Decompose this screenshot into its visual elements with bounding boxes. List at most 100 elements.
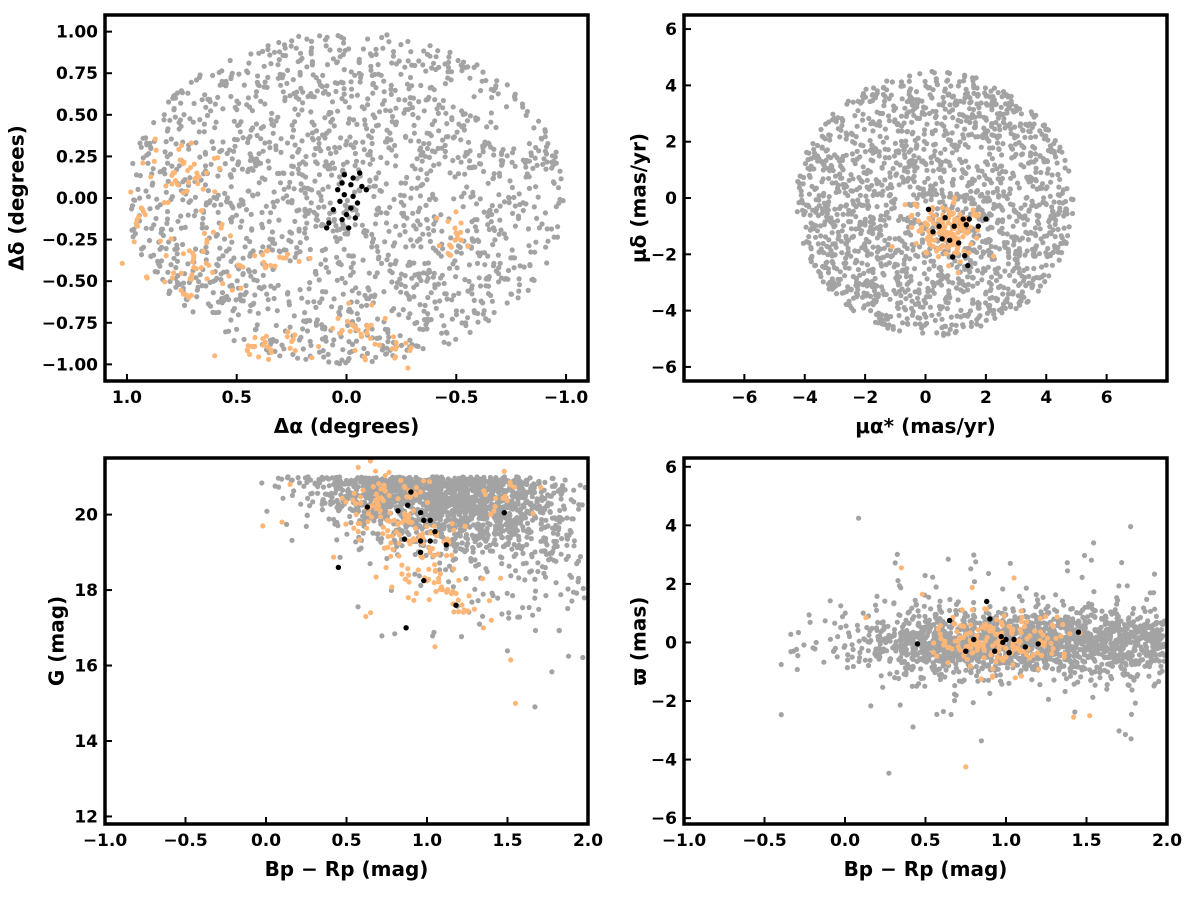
field-star-point (795, 178, 801, 185)
field-star-point (423, 216, 430, 222)
member-star-point (247, 351, 253, 357)
field-star-point (1001, 120, 1007, 126)
field-star-point (822, 136, 828, 142)
field-star-point (524, 108, 531, 115)
field-star-point (964, 287, 971, 293)
field-star-point (336, 259, 342, 265)
field-star-point (130, 160, 136, 167)
field-star-point (496, 192, 502, 198)
field-star-point (459, 68, 465, 74)
field-star-point (486, 226, 492, 233)
field-star-point (197, 72, 203, 78)
field-star-point (1016, 246, 1023, 252)
field-star-point (368, 135, 374, 141)
field-star-point (539, 221, 545, 227)
field-star-point (846, 219, 852, 225)
field-star-point (511, 265, 517, 271)
field-star-point (453, 312, 460, 318)
field-star-point (509, 255, 515, 261)
field-star-point (881, 103, 887, 109)
field-star-point (164, 154, 170, 160)
field-star-point (501, 199, 508, 205)
field-star-point (316, 140, 322, 147)
field-star-point (408, 49, 414, 55)
field-star-point (295, 166, 301, 172)
field-star-point (480, 143, 486, 149)
field-star-point (995, 176, 1001, 182)
field-star-point (866, 268, 872, 274)
field-star-point (271, 189, 277, 195)
field-star-point (499, 611, 505, 617)
field-star-point (205, 301, 211, 307)
field-star-point (897, 328, 903, 334)
field-star-point (262, 140, 268, 146)
member-star-point (405, 365, 411, 371)
field-star-point (303, 235, 310, 241)
field-star-point (891, 153, 898, 159)
field-star-point (265, 306, 271, 312)
field-star-point (313, 320, 319, 326)
field-star-point (1057, 208, 1063, 214)
field-star-point (938, 282, 945, 288)
field-star-point (303, 356, 309, 362)
field-star-point (229, 70, 235, 76)
field-star-point (330, 342, 336, 348)
field-star-point (242, 244, 248, 250)
field-star-point (1022, 202, 1028, 208)
field-star-point (843, 152, 849, 158)
field-star-point (347, 513, 353, 520)
field-star-point (356, 56, 362, 62)
field-star-point (165, 269, 171, 275)
member-star-point (210, 269, 216, 275)
field-star-point (406, 293, 412, 299)
field-star-point (976, 305, 982, 311)
field-star-point (531, 204, 537, 210)
field-star-point (424, 271, 430, 277)
member-star-point (927, 217, 933, 223)
field-star-point (248, 51, 254, 57)
field-star-point (365, 102, 371, 108)
field-star-point (503, 235, 509, 241)
field-star-point (883, 222, 889, 228)
field-star-point (244, 68, 250, 74)
field-star-point (916, 290, 922, 296)
member-star-point (220, 280, 226, 287)
field-star-point (392, 240, 398, 246)
field-star-point (526, 604, 532, 611)
field-star-point (455, 171, 462, 177)
field-star-point (963, 86, 969, 92)
field-star-point (264, 508, 270, 514)
sky-ylabel: Δδ (degrees) (5, 125, 29, 271)
field-star-point (1062, 157, 1068, 163)
field-star-point (907, 73, 913, 79)
member-star-point (153, 147, 159, 153)
field-star-point (806, 234, 812, 240)
field-star-point (929, 288, 935, 294)
field-star-point (899, 96, 905, 102)
member-star-point (249, 343, 255, 349)
field-star-point (462, 111, 468, 117)
field-star-point (941, 99, 947, 105)
field-star-point (1059, 149, 1065, 155)
field-star-point (337, 47, 343, 53)
field-star-point (1044, 184, 1050, 190)
field-star-point (929, 312, 935, 318)
field-star-point (489, 211, 495, 218)
field-star-point (418, 183, 424, 189)
field-star-point (241, 336, 247, 342)
field-star-point (411, 122, 417, 128)
field-star-point (344, 207, 350, 213)
field-star-point (1036, 202, 1042, 208)
field-star-point (869, 92, 875, 98)
field-star-point (255, 310, 261, 316)
field-star-point (429, 65, 435, 71)
field-star-point (398, 289, 404, 295)
field-star-point (255, 191, 261, 197)
field-star-point (855, 108, 861, 114)
field-star-point (1005, 291, 1011, 297)
field-star-point (1010, 223, 1016, 229)
field-star-point (521, 264, 527, 270)
field-star-point (898, 83, 904, 89)
field-star-point (344, 198, 350, 204)
field-star-point (993, 119, 999, 126)
